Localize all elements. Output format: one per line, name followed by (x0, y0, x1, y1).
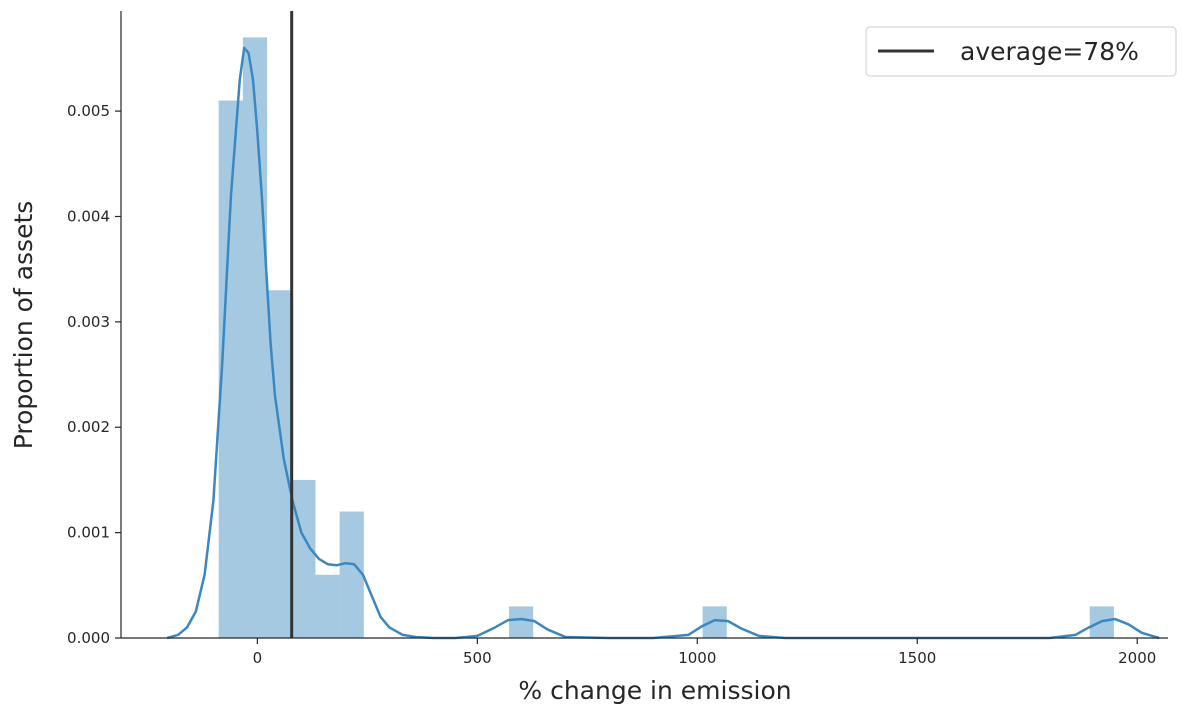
x-axis-ticks: 0 500 1000 1500 2000 (253, 638, 1156, 667)
y-tick-label: 0.000 (67, 629, 110, 647)
x-tick-label: 1500 (898, 649, 936, 667)
histogram-bar-1 (242, 37, 268, 638)
axes (120, 11, 1168, 639)
legend-label: average=78% (960, 37, 1139, 66)
histogram-bar-5 (339, 511, 364, 638)
legend: average=78% (865, 26, 1177, 77)
kde-curve (166, 46, 1160, 640)
histogram-bar-4 (315, 574, 340, 638)
y-axis-ticks: 0.000 0.001 0.002 0.003 0.004 0.005 (67, 102, 121, 647)
x-tick-label: 500 (463, 649, 492, 667)
y-tick-label: 0.004 (67, 207, 110, 225)
histogram-bar-3 (291, 479, 316, 638)
x-tick-label: 1000 (678, 649, 716, 667)
x-tick-label: 0 (253, 649, 263, 667)
y-axis-title: Proportion of assets (9, 201, 38, 450)
legend-box (865, 26, 1177, 77)
y-tick-label: 0.005 (67, 102, 110, 120)
y-tick-label: 0.001 (67, 524, 110, 542)
histogram-bars (218, 37, 1114, 639)
histogram-bar-6 (509, 606, 534, 638)
x-axis-title: % change in emission (518, 676, 791, 704)
y-tick-label: 0.003 (67, 313, 110, 331)
y-tick-label: 0.002 (67, 418, 110, 436)
histogram-bar-7 (702, 606, 727, 638)
x-tick-label: 2000 (1118, 649, 1156, 667)
